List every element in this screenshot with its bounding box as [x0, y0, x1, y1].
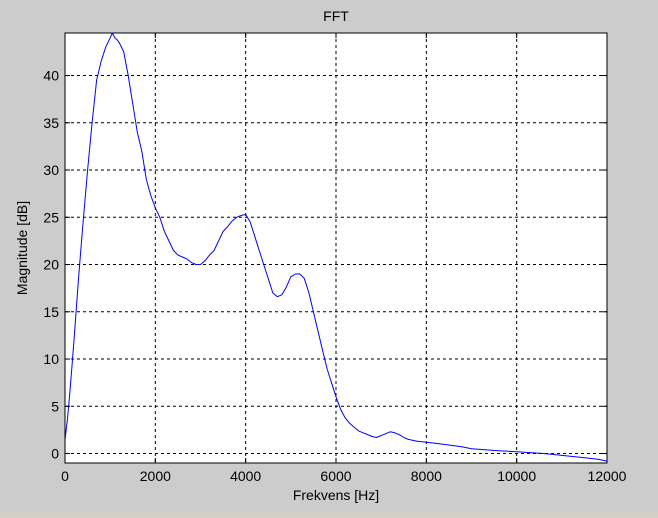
x-tick-label: 10000	[497, 468, 536, 484]
y-tick-label: 10	[43, 351, 59, 367]
y-tick-label: 15	[43, 304, 59, 320]
y-tick-label: 25	[43, 209, 59, 225]
x-tick-label: 4000	[230, 468, 261, 484]
series-line	[64, 32, 608, 462]
y-tick-label: 0	[51, 446, 59, 462]
axis-ticks: 0 2000 4000 6000 8000 10000 12000 0 5 10 15 20 25 30 3…	[43, 33, 627, 484]
y-tick-label: 30	[43, 162, 59, 178]
series-layer	[64, 32, 608, 462]
y-tick-label: 5	[51, 398, 59, 414]
y-tick-label: 35	[43, 115, 59, 131]
x-tick-label: 0	[61, 468, 69, 484]
grid-lines	[65, 33, 607, 463]
chart-title: FFT	[323, 8, 349, 24]
x-tick-label: 12000	[588, 468, 627, 484]
x-tick-label: 8000	[411, 468, 442, 484]
x-tick-label: 2000	[140, 468, 171, 484]
y-tick-label: 40	[43, 68, 59, 84]
x-axis-label: Frekvens [Hz]	[293, 487, 379, 503]
plot-area	[65, 33, 607, 463]
y-axis-label: Magnitude [dB]	[14, 201, 30, 295]
x-tick-label: 6000	[320, 468, 351, 484]
y-tick-label: 20	[43, 257, 59, 273]
